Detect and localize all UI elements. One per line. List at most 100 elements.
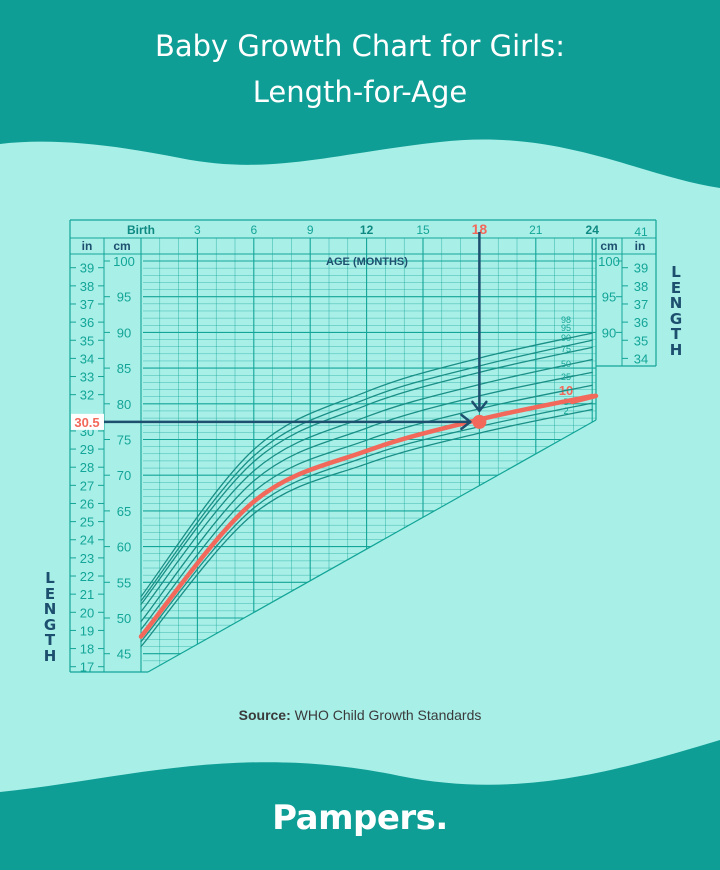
- in-tick-label: 25: [80, 515, 94, 530]
- in-tick-label: 21: [80, 587, 94, 602]
- cm-tick-label: 55: [117, 575, 131, 590]
- footer-wave: [0, 740, 720, 870]
- in-tick-label: 32: [80, 388, 94, 403]
- cm-tick-label: 95: [602, 290, 616, 305]
- percentile-curve: [140, 346, 593, 606]
- percentile-curve-highlight: [138, 393, 595, 639]
- cm-tick-label: 85: [117, 361, 131, 376]
- side-label-letter: N: [43, 600, 57, 618]
- in-tick-label: 24: [80, 533, 94, 548]
- side-label-letter: T: [670, 325, 682, 343]
- percentile-curve: [140, 371, 593, 623]
- percentile-curve: [140, 408, 593, 648]
- cm-tick-label: 95: [117, 290, 131, 305]
- x-tick-label: 3: [194, 223, 201, 237]
- side-label-letter: L: [671, 263, 681, 281]
- in-tick-label: 34: [80, 351, 94, 366]
- cm-tick-label: 80: [117, 397, 131, 412]
- in-tick-label: 38: [80, 279, 94, 294]
- chart-diagonal-edge: [147, 419, 597, 673]
- cm-tick-label: 50: [117, 611, 131, 626]
- in-tick-label: 28: [80, 460, 94, 475]
- chart-title-line-1: Baby Growth Chart for Girls:: [154, 29, 566, 63]
- in-tick-label: 36: [634, 315, 648, 330]
- in-tick-label: 26: [80, 496, 94, 511]
- side-label-letter: L: [45, 569, 55, 587]
- percentile-label: 98: [561, 315, 571, 325]
- x-tick-label: 21: [529, 223, 543, 237]
- side-label-letter: E: [670, 278, 682, 297]
- x-tick-label: 24: [586, 223, 600, 237]
- percentile-label: 2: [563, 406, 568, 416]
- in-tick-label: 19: [80, 623, 94, 638]
- in-tick-label: 22: [80, 569, 94, 584]
- x-tick-label: 12: [360, 223, 374, 237]
- percentile-curve: [140, 402, 593, 643]
- chart-title-line-2: Length-for-Age: [252, 75, 468, 109]
- length-arrowhead: [460, 413, 472, 431]
- cm-tick-label: 100: [113, 254, 135, 269]
- in-tick-label: 37: [634, 297, 648, 312]
- percentile-curve: [140, 332, 593, 598]
- in-tick-label: 39: [634, 261, 648, 276]
- source-text: WHO Child Growth Standards: [294, 707, 482, 723]
- in-tick-label: 35: [80, 333, 94, 348]
- corner-label: 41: [634, 225, 648, 239]
- pampers-logo: Pampers.: [272, 798, 448, 838]
- percentile-curve: [140, 384, 593, 631]
- in-tick-label: 34: [634, 351, 648, 366]
- in-tick-label: 36: [80, 315, 94, 330]
- in-tick-label: 23: [80, 551, 94, 566]
- side-label-letter: N: [669, 294, 683, 312]
- x-axis-title: AGE (MONTHS): [326, 256, 408, 268]
- in-header-right: in: [635, 239, 646, 253]
- x-tick-label: Birth: [127, 223, 155, 237]
- side-label-letter: T: [44, 631, 56, 649]
- percentile-label: 95: [561, 323, 571, 333]
- percentile-curve: [140, 339, 593, 602]
- age-arrowhead: [471, 400, 488, 413]
- cm-tick-label: 75: [117, 433, 131, 448]
- cm-tick-label: 45: [117, 647, 131, 662]
- in-tick-label: 35: [634, 333, 648, 348]
- cm-header-left: cm: [113, 239, 130, 253]
- in-tick-label: 33: [80, 370, 94, 385]
- in-tick-label: 38: [634, 279, 648, 294]
- percentile-curve-tail: [569, 393, 599, 405]
- x-tick-label: 9: [307, 223, 314, 237]
- percentile-curve: [140, 358, 593, 613]
- side-label-letter: G: [43, 615, 57, 634]
- in-tick-label: 29: [80, 442, 94, 457]
- cm-tick-label: 60: [117, 540, 131, 555]
- source-label: Source:: [238, 707, 291, 723]
- side-label-letter: H: [669, 340, 683, 359]
- cm-tick-label: 65: [117, 504, 131, 519]
- highlight-point: [472, 414, 487, 429]
- cm-header-right: cm: [600, 239, 617, 253]
- percentile-label: 50: [561, 359, 571, 369]
- cm-tick-label: 70: [117, 468, 131, 483]
- cm-tick-label: 90: [117, 325, 131, 340]
- x-tick-label: 15: [416, 223, 430, 237]
- in-tick-label: 20: [80, 605, 94, 620]
- in-tick-label: 37: [80, 297, 94, 312]
- cm-tick-label: 100: [598, 254, 620, 269]
- source-note: Source: WHO Child Growth Standards: [0, 707, 720, 723]
- percentile-label: 75: [561, 344, 571, 354]
- in-tick-label: 39: [80, 261, 94, 276]
- side-label-letter: G: [669, 309, 683, 328]
- in-tick-label: 17: [80, 660, 94, 675]
- highlight-length-label: 30.5: [74, 415, 99, 430]
- highlight-length-label-bg: [71, 413, 104, 430]
- side-label-letter: H: [43, 646, 57, 665]
- header-wave: [0, 0, 720, 188]
- side-label-letter: E: [44, 584, 56, 603]
- cm-tick-label: 90: [602, 325, 616, 340]
- in-header-left: in: [82, 239, 93, 253]
- in-tick-label: 27: [80, 478, 94, 493]
- x-tick-label: 6: [250, 223, 257, 237]
